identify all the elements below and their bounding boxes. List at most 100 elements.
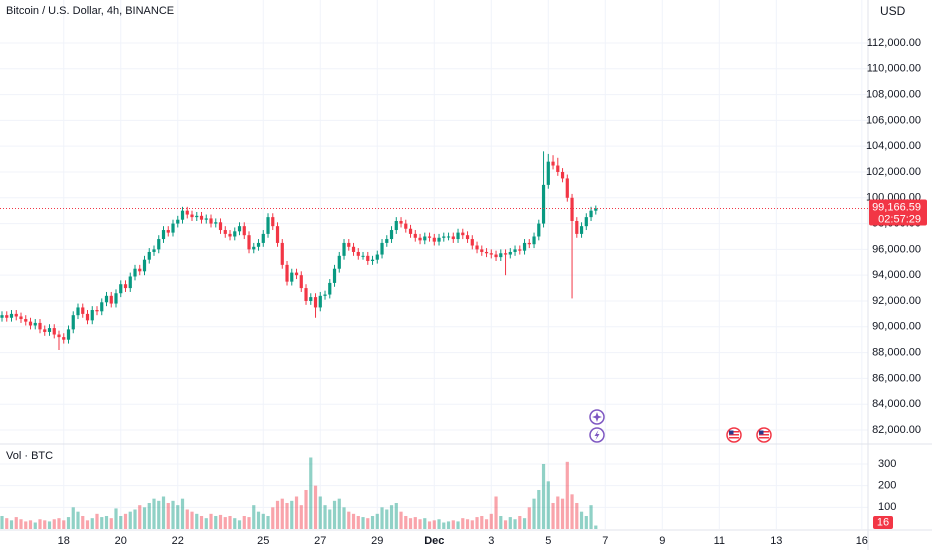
candle-body	[489, 253, 493, 255]
volume-bar	[594, 525, 598, 529]
x-tick-label: 20	[115, 535, 127, 547]
candle-body	[480, 249, 484, 252]
candle-body	[57, 334, 61, 338]
candle-body	[275, 226, 280, 243]
candle-body	[190, 214, 194, 218]
event-icon[interactable]	[589, 409, 605, 425]
volume-bar	[5, 518, 9, 529]
candle-body	[532, 236, 536, 245]
volume-bar	[228, 515, 232, 529]
x-tick-label: 29	[371, 535, 383, 547]
candle-body	[456, 232, 460, 240]
candle-body	[95, 310, 99, 312]
candle-body	[271, 217, 275, 227]
candle-body	[9, 313, 14, 318]
candle-body	[71, 315, 75, 330]
volume-bar	[209, 513, 213, 529]
volume-bar	[570, 494, 574, 529]
candle-body	[123, 284, 128, 289]
candle-body	[527, 242, 531, 245]
candle-body	[147, 251, 151, 260]
candle-body	[180, 210, 185, 220]
volume-bar	[9, 520, 14, 529]
candle-body	[584, 217, 588, 227]
volume-bar	[342, 507, 346, 529]
volume-bar	[199, 515, 204, 529]
candle-body	[142, 259, 147, 272]
candles	[0, 151, 598, 351]
economic-event-flag[interactable]	[726, 427, 742, 443]
candle-body	[389, 230, 394, 240]
volume-bar	[437, 519, 441, 529]
volume-bar	[461, 518, 465, 529]
volume-bar	[385, 509, 389, 529]
candle-body	[52, 328, 56, 335]
volume-bar	[579, 511, 584, 529]
candle-body	[47, 328, 52, 332]
volume-bar	[309, 457, 313, 529]
volume-bar	[299, 505, 303, 529]
y-tick-label: 112,000.00	[867, 37, 921, 49]
volume-title: Vol · BTC	[6, 450, 53, 462]
volume-bar	[375, 513, 379, 529]
volume-bar	[394, 502, 398, 529]
candle-body	[252, 246, 256, 250]
volume-bar	[47, 521, 52, 529]
candle-body	[394, 221, 398, 231]
volume-bar	[508, 517, 512, 529]
volume-bar	[541, 463, 546, 529]
candle-body	[347, 242, 351, 247]
candle-body	[266, 217, 270, 234]
candle-body	[228, 233, 232, 237]
volume-bar	[180, 498, 185, 529]
volume-bar	[589, 505, 593, 529]
volume-bar	[304, 489, 308, 529]
volume-bar	[119, 515, 123, 529]
volume-bar	[95, 513, 99, 529]
candle-body	[465, 235, 470, 240]
volume-bar	[318, 496, 322, 529]
volume-bar	[584, 515, 588, 529]
candle-body	[375, 254, 379, 260]
y-tick-label: 94,000.00	[872, 269, 921, 281]
volume-bar	[166, 502, 170, 529]
candle-body	[570, 197, 574, 221]
candle-body	[152, 249, 156, 252]
volume-bar	[195, 513, 199, 529]
candle-body	[446, 236, 451, 238]
candle-body	[128, 276, 132, 289]
volume-bar	[157, 500, 161, 529]
candle-body	[176, 219, 180, 224]
candle-body	[299, 275, 303, 289]
candle-body	[214, 222, 218, 224]
candle-body	[85, 313, 90, 321]
candle-body	[38, 322, 42, 330]
candle-body	[209, 218, 213, 224]
candle-body	[560, 171, 565, 179]
last-volume-badge	[873, 516, 893, 529]
candle-body	[157, 239, 161, 250]
volume-bar	[171, 500, 175, 529]
last-price-badge	[869, 199, 927, 226]
candle-body	[237, 226, 242, 232]
y-tick-label: 106,000.00	[866, 114, 921, 126]
volume-bar	[104, 515, 109, 529]
volume-bar	[389, 505, 394, 529]
event-icon[interactable]	[589, 427, 605, 443]
candle-body	[565, 178, 569, 198]
volume-bar	[247, 517, 251, 529]
candle-body	[309, 297, 313, 301]
candle-body	[81, 307, 85, 314]
candle-body	[313, 297, 318, 308]
candle-body	[5, 315, 9, 318]
x-tick-label: 3	[488, 535, 494, 547]
economic-event-flag[interactable]	[756, 427, 772, 443]
y-tick-label: 90,000.00	[872, 321, 921, 333]
candle-body	[304, 288, 308, 301]
candle-body	[399, 221, 403, 224]
volume-bar	[470, 520, 474, 529]
candle-body	[166, 230, 170, 233]
candle-body	[280, 242, 284, 265]
volume-bar	[81, 515, 85, 529]
currency-button[interactable]: USD	[880, 4, 906, 18]
